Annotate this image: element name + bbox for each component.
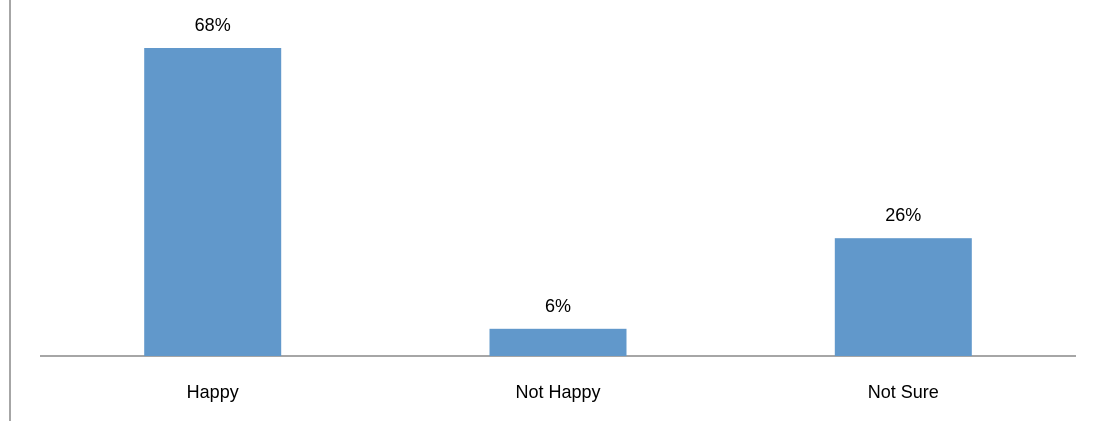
category-label-not-sure: Not Sure: [868, 382, 939, 402]
data-label-not-sure: 26%: [885, 205, 921, 225]
bar-happy: [144, 48, 282, 356]
category-labels-group: Happy Not Happy Not Sure: [187, 382, 939, 402]
category-label-happy: Happy: [187, 382, 239, 402]
bar-not-happy: [489, 328, 627, 356]
data-labels-group: 68% 6% 26%: [195, 15, 922, 316]
data-label-not-happy: 6%: [545, 296, 571, 316]
data-label-happy: 68%: [195, 15, 231, 35]
category-label-not-happy: Not Happy: [515, 382, 600, 402]
bar-not-sure: [834, 238, 972, 356]
bars-group: [144, 48, 972, 356]
